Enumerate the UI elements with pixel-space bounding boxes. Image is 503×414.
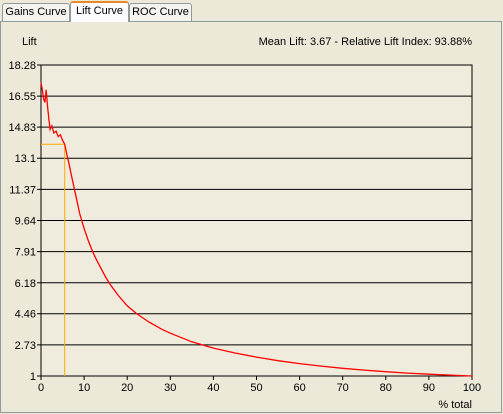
x-tick-label: 50 bbox=[250, 382, 262, 394]
y-tick-label: 9.64 bbox=[15, 216, 36, 228]
tab-bar: Gains Curve Lift Curve ROC Curve bbox=[0, 0, 503, 22]
y-tick-label: 11.37 bbox=[9, 184, 36, 196]
x-tick-label: 70 bbox=[337, 382, 349, 394]
x-tick-label: 90 bbox=[423, 382, 435, 394]
x-axis-label: % total bbox=[438, 399, 472, 411]
y-tick-label: 14.83 bbox=[8, 122, 36, 134]
tab-gains-curve[interactable]: Gains Curve bbox=[2, 3, 70, 21]
x-tick-label: 30 bbox=[164, 382, 176, 394]
x-tick-label: 20 bbox=[121, 382, 133, 394]
y-tick-label: 13.1 bbox=[15, 153, 36, 165]
y-tick-label: 2.73 bbox=[15, 340, 36, 352]
y-tick-label: 1 bbox=[30, 371, 36, 383]
x-tick-label: 60 bbox=[293, 382, 305, 394]
y-tick-label: 7.91 bbox=[15, 247, 36, 259]
tab-lift-curve[interactable]: Lift Curve bbox=[70, 1, 129, 22]
y-tick-label: 16.55 bbox=[8, 91, 36, 103]
x-tick-label: 80 bbox=[380, 382, 392, 394]
x-tick-label: 100 bbox=[463, 382, 481, 394]
x-tick-label: 0 bbox=[38, 382, 44, 394]
chart-summary: Mean Lift: 3.67 - Relative Lift Index: 9… bbox=[259, 36, 473, 48]
y-tick-label: 6.18 bbox=[15, 278, 36, 290]
tab-roc-curve[interactable]: ROC Curve bbox=[129, 3, 192, 21]
lift-curve-line bbox=[40, 82, 473, 377]
x-tick-label: 10 bbox=[78, 382, 90, 394]
y-axis-label: Lift bbox=[22, 36, 37, 48]
y-tick-label: 18.28 bbox=[8, 60, 36, 72]
x-tick-label: 40 bbox=[207, 382, 219, 394]
y-tick-label: 4.46 bbox=[15, 309, 36, 321]
